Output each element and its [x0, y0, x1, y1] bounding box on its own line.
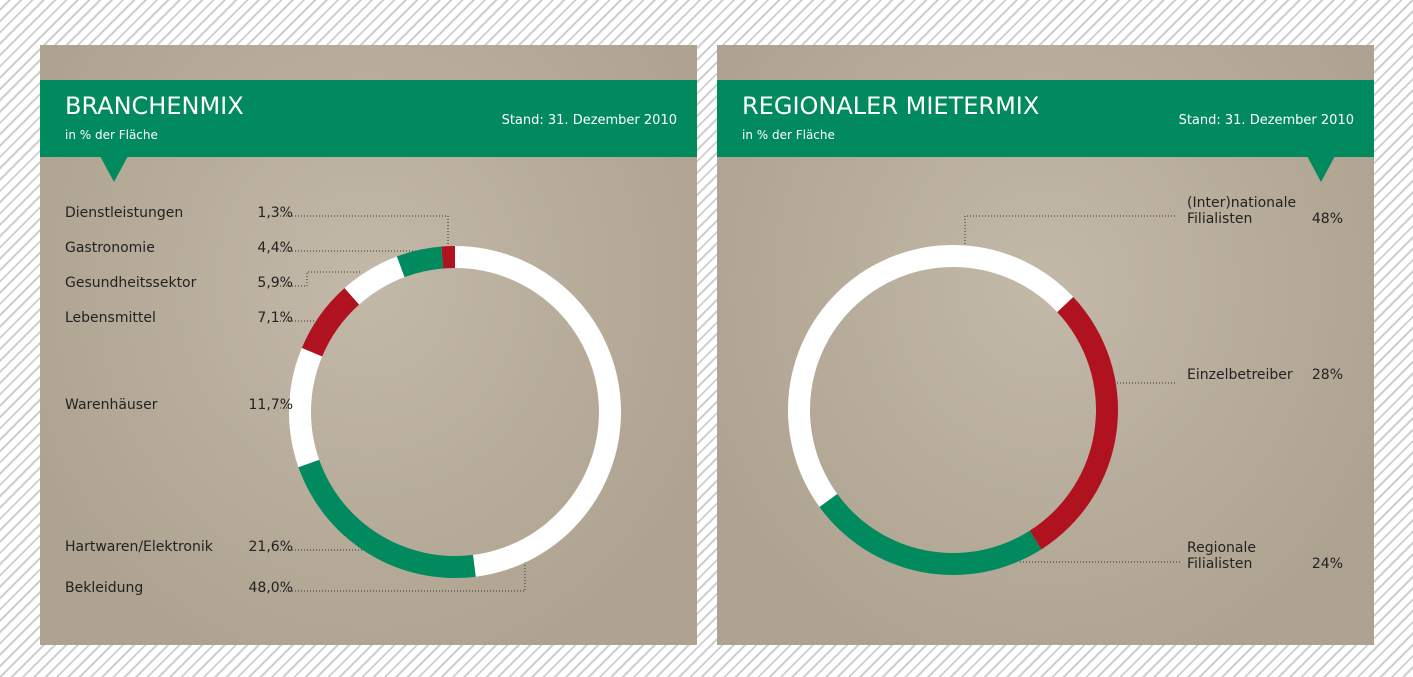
- donut-segment: [441, 246, 455, 269]
- donut: [788, 215, 1180, 575]
- legend-entry: Einzelbetreiber 28%: [1187, 367, 1343, 383]
- legend-entry: Gastronomie 4,4%: [65, 240, 293, 256]
- chart-title: REGIONALER MIETERMIX: [742, 92, 1040, 120]
- category-label: Einzelbetreiber: [1187, 367, 1293, 383]
- pointer: [100, 156, 128, 182]
- category-label: Warenhäuser: [65, 397, 158, 413]
- category-label: Dienstleistungen: [65, 205, 184, 221]
- donut-segment: [1029, 297, 1118, 550]
- leader-line: [280, 560, 526, 592]
- donut-segment: [788, 245, 1074, 507]
- chart-subtitle: in % der Fläche: [742, 128, 835, 142]
- donut-segment: [301, 288, 360, 357]
- value-label: 1,3%: [257, 205, 293, 221]
- donut-segment: [396, 246, 444, 278]
- legend-entry: Bekleidung 48,0%: [65, 580, 293, 596]
- legend-entry: Regionale Filialisten 24%: [1187, 540, 1343, 572]
- annotation: Stand: 31. Dezember 2010: [1178, 113, 1354, 128]
- donut-segment: [289, 347, 323, 468]
- value-label: 21,6%: [248, 539, 293, 555]
- category-label: Lebensmittel: [65, 310, 156, 326]
- category-label: Bekleidung: [65, 580, 144, 596]
- legend-entry: Dienstleistungen 1,3%: [65, 205, 293, 221]
- category-label: Regionale Filialisten: [1187, 540, 1257, 572]
- chart-panel: BRANCHENMIX in % der Fläche Stand: 31. Dez…: [40, 45, 697, 645]
- legend-entry: Warenhäuser 11,7%: [65, 397, 293, 413]
- donut-segment: [819, 494, 1042, 575]
- chart-panel: REGIONALER MIETERMIX in % der Fläche Stand…: [717, 45, 1374, 645]
- donut: [280, 215, 621, 592]
- legend-entry: (Inter)nationale Filialisten 48%: [1187, 195, 1343, 227]
- leader-line: [280, 215, 449, 245]
- value-label: 48%: [1311, 211, 1343, 227]
- donut-segment: [298, 459, 476, 578]
- category-label: Hartwaren/Elektronik: [65, 539, 213, 555]
- header-band: BRANCHENMIX in % der Fläche Stand: 31. Dez…: [40, 80, 697, 157]
- legend-entry: Hartwaren/Elektronik 21,6%: [65, 539, 293, 555]
- value-label: 4,4%: [257, 240, 293, 256]
- chart-title: BRANCHENMIX: [65, 92, 244, 120]
- value-label: 28%: [1311, 367, 1343, 383]
- value-label: 48,0%: [248, 580, 293, 596]
- donut-segment: [455, 246, 621, 577]
- legend-entry: Gesundheitssektor 5,9%: [65, 275, 293, 291]
- value-label: 24%: [1311, 556, 1343, 572]
- leader-line: [964, 215, 1175, 245]
- header-band: REGIONALER MIETERMIX in % der Fläche Stand…: [717, 80, 1374, 157]
- donut-segment: [344, 256, 405, 305]
- value-label: 7,1%: [257, 310, 293, 326]
- value-label: 5,9%: [257, 275, 293, 291]
- pointer: [1307, 156, 1335, 182]
- value-label: 11,7%: [248, 397, 293, 413]
- category-label: Gesundheitssektor: [65, 275, 197, 291]
- chart-subtitle: in % der Fläche: [65, 128, 158, 142]
- leader-line: [280, 271, 360, 287]
- legend-entry: Lebensmittel 7,1%: [65, 310, 293, 326]
- category-label: (Inter)nationale Filialisten: [1187, 195, 1297, 227]
- annotation: Stand: 31. Dezember 2010: [501, 113, 677, 128]
- category-label: Gastronomie: [65, 240, 155, 256]
